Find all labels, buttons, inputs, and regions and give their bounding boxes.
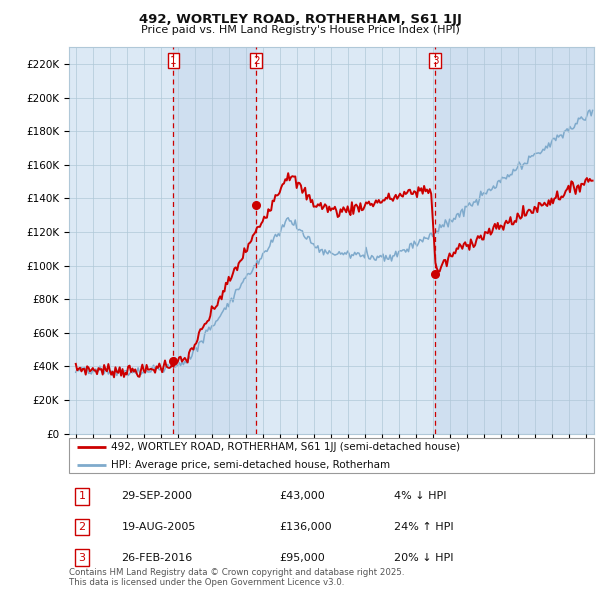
Text: £136,000: £136,000	[279, 522, 332, 532]
Text: 20% ↓ HPI: 20% ↓ HPI	[395, 553, 454, 562]
Bar	[173, 47, 256, 434]
Text: 24% ↑ HPI: 24% ↑ HPI	[395, 522, 454, 532]
Text: 1: 1	[170, 55, 177, 65]
Text: 492, WORTLEY ROAD, ROTHERHAM, S61 1JJ (semi-detached house): 492, WORTLEY ROAD, ROTHERHAM, S61 1JJ (s…	[111, 442, 460, 453]
FancyBboxPatch shape	[69, 438, 594, 473]
Text: Price paid vs. HM Land Registry's House Price Index (HPI): Price paid vs. HM Land Registry's House …	[140, 25, 460, 35]
Text: HPI: Average price, semi-detached house, Rotherham: HPI: Average price, semi-detached house,…	[111, 460, 390, 470]
Text: 2: 2	[253, 55, 260, 65]
Text: Contains HM Land Registry data © Crown copyright and database right 2025.
This d: Contains HM Land Registry data © Crown c…	[69, 568, 404, 587]
Text: 492, WORTLEY ROAD, ROTHERHAM, S61 1JJ: 492, WORTLEY ROAD, ROTHERHAM, S61 1JJ	[139, 13, 461, 26]
Text: £95,000: £95,000	[279, 553, 325, 562]
Text: 3: 3	[79, 553, 86, 562]
Text: 1: 1	[79, 491, 86, 501]
Text: 2: 2	[79, 522, 86, 532]
Text: 4% ↓ HPI: 4% ↓ HPI	[395, 491, 447, 501]
Text: 19-AUG-2005: 19-AUG-2005	[121, 522, 196, 532]
Text: £43,000: £43,000	[279, 491, 325, 501]
Text: 3: 3	[432, 55, 439, 65]
Text: 26-FEB-2016: 26-FEB-2016	[121, 553, 193, 562]
Text: 29-SEP-2000: 29-SEP-2000	[121, 491, 193, 501]
Bar	[435, 47, 594, 434]
